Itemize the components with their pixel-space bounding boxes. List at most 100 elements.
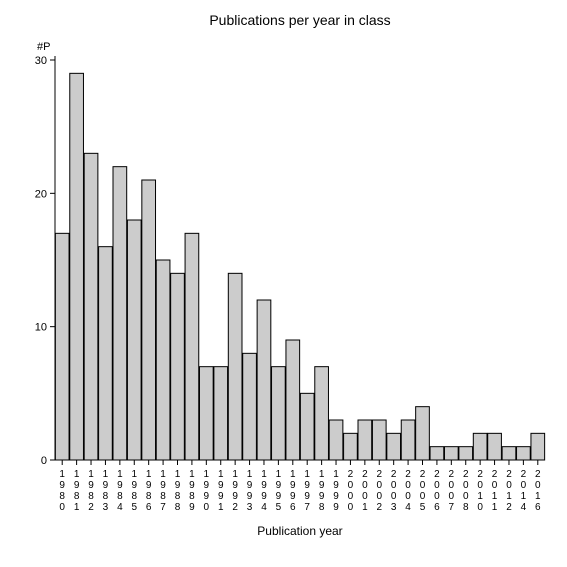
x-tick-label-char: 1 bbox=[506, 491, 512, 502]
x-tick-label-char: 8 bbox=[103, 491, 109, 502]
x-tick-label-char: 1 bbox=[204, 469, 210, 480]
x-tick-label-char: 0 bbox=[362, 480, 368, 491]
x-tick-label-char: 8 bbox=[175, 491, 181, 502]
x-tick-label-char: 9 bbox=[146, 480, 152, 491]
x-tick-label-char: 3 bbox=[247, 502, 253, 513]
x-tick-label-char: 8 bbox=[319, 502, 325, 513]
bar bbox=[257, 300, 271, 460]
bar bbox=[156, 260, 170, 460]
x-tick-label-char: 1 bbox=[247, 469, 253, 480]
x-tick-label-char: 7 bbox=[449, 502, 455, 513]
x-tick-label-char: 9 bbox=[218, 491, 224, 502]
x-tick-label-char: 9 bbox=[204, 480, 210, 491]
x-tick-label-char: 1 bbox=[521, 491, 527, 502]
bar bbox=[272, 367, 286, 460]
x-tick-label-char: 5 bbox=[276, 502, 282, 513]
bar bbox=[99, 247, 113, 460]
bar bbox=[214, 367, 228, 460]
x-tick-label-char: 1 bbox=[290, 469, 296, 480]
bar bbox=[185, 233, 199, 460]
x-tick-label-char: 9 bbox=[247, 480, 253, 491]
x-tick-label-char: 1 bbox=[189, 469, 195, 480]
x-tick-label-char: 1 bbox=[160, 469, 166, 480]
x-tick-label-char: 0 bbox=[449, 480, 455, 491]
x-axis-label: Publication year bbox=[257, 524, 342, 538]
x-tick-label-char: 9 bbox=[232, 491, 238, 502]
bar bbox=[84, 153, 98, 460]
x-tick-label-char: 2 bbox=[492, 469, 498, 480]
bar bbox=[401, 420, 415, 460]
bar bbox=[444, 447, 458, 460]
chart-container: Publications per year in class#P01020301… bbox=[0, 0, 567, 567]
x-tick-label-char: 0 bbox=[434, 491, 440, 502]
x-tick-label-char: 7 bbox=[160, 502, 166, 513]
x-tick-label-char: 0 bbox=[420, 491, 426, 502]
x-tick-label-char: 2 bbox=[506, 502, 512, 513]
x-tick-label-char: 9 bbox=[204, 491, 210, 502]
bar bbox=[300, 393, 314, 460]
x-tick-label-char: 9 bbox=[276, 491, 282, 502]
x-tick-label-char: 2 bbox=[376, 469, 382, 480]
x-tick-label-char: 9 bbox=[88, 480, 94, 491]
x-tick-label-char: 8 bbox=[88, 491, 94, 502]
x-tick-label-char: 2 bbox=[420, 469, 426, 480]
x-tick-label-char: 9 bbox=[59, 480, 65, 491]
x-tick-label-char: 9 bbox=[304, 491, 310, 502]
x-tick-label-char: 9 bbox=[290, 491, 296, 502]
x-tick-label-char: 8 bbox=[131, 491, 137, 502]
x-tick-label-char: 0 bbox=[463, 491, 469, 502]
x-tick-label-char: 8 bbox=[160, 491, 166, 502]
x-tick-label-char: 8 bbox=[146, 491, 152, 502]
x-tick-label-char: 0 bbox=[420, 480, 426, 491]
x-tick-label-char: 0 bbox=[376, 491, 382, 502]
bar-chart: Publications per year in class#P01020301… bbox=[0, 0, 567, 567]
x-tick-label-char: 9 bbox=[218, 480, 224, 491]
bar bbox=[517, 447, 531, 460]
x-tick-label-char: 9 bbox=[103, 480, 109, 491]
chart-title: Publications per year in class bbox=[209, 12, 390, 28]
bar bbox=[228, 273, 242, 460]
x-tick-label-char: 2 bbox=[348, 469, 354, 480]
bar bbox=[459, 447, 473, 460]
x-tick-label-char: 1 bbox=[131, 469, 137, 480]
x-tick-label-char: 2 bbox=[434, 469, 440, 480]
x-tick-label-char: 6 bbox=[146, 502, 152, 513]
x-tick-label-char: 8 bbox=[175, 502, 181, 513]
bar bbox=[55, 233, 69, 460]
x-tick-label-char: 4 bbox=[117, 502, 123, 513]
x-tick-label-char: 1 bbox=[103, 469, 109, 480]
x-tick-label-char: 0 bbox=[348, 480, 354, 491]
x-tick-label-char: 0 bbox=[492, 480, 498, 491]
x-tick-label-char: 1 bbox=[362, 502, 368, 513]
x-tick-label-char: 0 bbox=[477, 502, 483, 513]
bar bbox=[387, 433, 401, 460]
x-tick-label-char: 0 bbox=[204, 502, 210, 513]
x-tick-label-char: 2 bbox=[506, 469, 512, 480]
x-tick-label-char: 5 bbox=[131, 502, 137, 513]
x-tick-label-char: 8 bbox=[74, 491, 80, 502]
bar bbox=[329, 420, 343, 460]
x-tick-label-char: 1 bbox=[74, 502, 80, 513]
y-tick-label: 10 bbox=[35, 322, 47, 334]
y-tick-label: 30 bbox=[35, 55, 47, 67]
x-tick-label-char: 9 bbox=[189, 502, 195, 513]
x-tick-label-char: 6 bbox=[434, 502, 440, 513]
x-tick-label-char: 0 bbox=[362, 491, 368, 502]
bar bbox=[344, 433, 358, 460]
bar bbox=[171, 273, 185, 460]
bar bbox=[358, 420, 372, 460]
x-tick-label-char: 5 bbox=[420, 502, 426, 513]
bar bbox=[243, 353, 257, 460]
x-tick-label-char: 6 bbox=[535, 502, 541, 513]
x-tick-label-char: 3 bbox=[391, 502, 397, 513]
x-tick-label-char: 1 bbox=[74, 469, 80, 480]
x-tick-label-char: 9 bbox=[304, 480, 310, 491]
x-tick-label-char: 2 bbox=[449, 469, 455, 480]
x-tick-label-char: 0 bbox=[348, 502, 354, 513]
x-tick-label-char: 9 bbox=[232, 480, 238, 491]
x-tick-label-char: 8 bbox=[117, 491, 123, 502]
x-tick-label-char: 9 bbox=[131, 480, 137, 491]
x-tick-label-char: 3 bbox=[103, 502, 109, 513]
x-tick-label-char: 4 bbox=[261, 502, 267, 513]
x-tick-label-char: 2 bbox=[391, 469, 397, 480]
